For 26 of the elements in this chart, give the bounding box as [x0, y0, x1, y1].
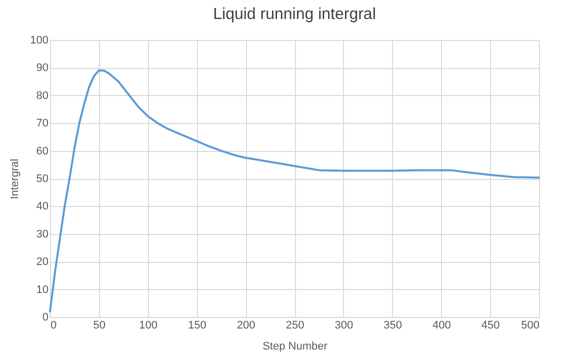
y-axis-title: Intergral [9, 158, 22, 200]
x-tick-label: 200 [236, 320, 256, 332]
y-tick-label: 50 [36, 173, 48, 185]
y-tick-label: 10 [36, 284, 48, 296]
y-tick-label: 100 [30, 34, 48, 46]
y-tick-label: 80 [36, 90, 48, 102]
line-series [49, 69, 540, 312]
y-tick-label: 70 [36, 118, 48, 130]
x-tick-label: 150 [188, 320, 206, 332]
y-tick-label: 90 [36, 62, 48, 74]
x-tick-label: 50 [93, 320, 106, 332]
x-tick-label: 400 [432, 320, 451, 332]
x-tick-label: 250 [286, 320, 304, 332]
y-tick-label: 60 [36, 145, 48, 158]
x-tick-label: 350 [384, 320, 402, 332]
x-tick-label: 0 [50, 320, 57, 332]
x-axis-title: Step Number [262, 340, 328, 352]
y-tick-label: 0 [42, 312, 48, 324]
x-tick-label: 450 [481, 320, 500, 332]
x-tick-label: 500 [521, 320, 540, 332]
x-tick-label: 100 [139, 320, 158, 332]
y-tick-label: 20 [36, 256, 48, 268]
x-tick-label: 300 [334, 320, 354, 332]
y-tick-label: 40 [36, 200, 48, 213]
chart-title: Liquid running intergral [213, 6, 376, 23]
y-tick-label: 30 [36, 228, 48, 240]
